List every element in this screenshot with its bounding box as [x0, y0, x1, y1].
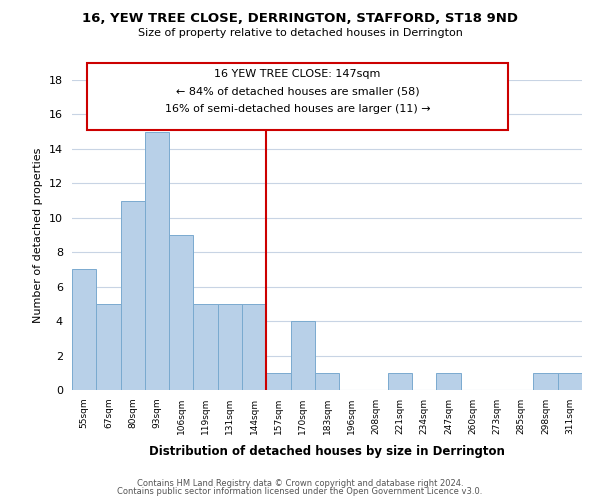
Bar	[558, 373, 582, 390]
Bar	[315, 373, 339, 390]
Text: 16% of semi-detached houses are larger (11) →: 16% of semi-detached houses are larger (…	[165, 104, 430, 114]
Bar	[242, 304, 266, 390]
Bar	[388, 373, 412, 390]
Bar	[266, 373, 290, 390]
Text: 16 YEW TREE CLOSE: 147sqm: 16 YEW TREE CLOSE: 147sqm	[214, 69, 381, 79]
Bar	[218, 304, 242, 390]
Bar	[145, 132, 169, 390]
Bar	[121, 200, 145, 390]
Text: Size of property relative to detached houses in Derrington: Size of property relative to detached ho…	[137, 28, 463, 38]
Y-axis label: Number of detached properties: Number of detached properties	[33, 148, 43, 322]
Text: Contains HM Land Registry data © Crown copyright and database right 2024.: Contains HM Land Registry data © Crown c…	[137, 478, 463, 488]
Bar	[169, 235, 193, 390]
Text: ← 84% of detached houses are smaller (58): ← 84% of detached houses are smaller (58…	[176, 86, 419, 97]
Bar	[290, 321, 315, 390]
Bar	[193, 304, 218, 390]
Bar	[96, 304, 121, 390]
Bar	[436, 373, 461, 390]
Bar	[533, 373, 558, 390]
Text: 16, YEW TREE CLOSE, DERRINGTON, STAFFORD, ST18 9ND: 16, YEW TREE CLOSE, DERRINGTON, STAFFORD…	[82, 12, 518, 26]
Text: Contains public sector information licensed under the Open Government Licence v3: Contains public sector information licen…	[118, 487, 482, 496]
X-axis label: Distribution of detached houses by size in Derrington: Distribution of detached houses by size …	[149, 445, 505, 458]
Bar	[72, 270, 96, 390]
